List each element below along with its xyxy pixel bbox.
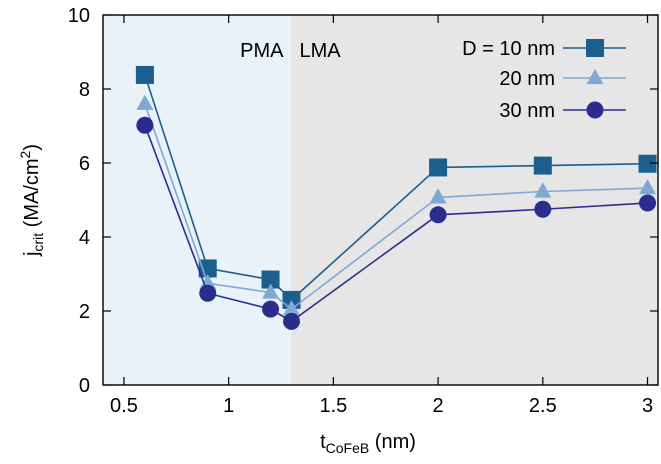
legend-entry: 20 nm — [499, 68, 626, 90]
y-tick-label: 0 — [79, 375, 90, 397]
legend-marker — [586, 68, 604, 85]
data-point — [199, 284, 217, 302]
region-labels: PMA LMA — [240, 40, 341, 62]
data-point — [199, 274, 217, 290]
region-label-pma: PMA — [240, 40, 284, 62]
data-point — [638, 154, 657, 173]
region-lma — [291, 15, 658, 385]
x-axis-label: tCoFeB (nm) — [320, 431, 416, 456]
data-point — [198, 259, 217, 278]
region-label-lma: LMA — [299, 40, 341, 62]
series-3 — [136, 116, 657, 330]
legend-entry: D = 10 nm — [462, 38, 626, 60]
data-point — [135, 65, 154, 84]
data-point — [429, 158, 448, 177]
data-point — [282, 299, 300, 316]
data-point — [639, 194, 657, 212]
data-point — [136, 116, 154, 134]
data-series — [135, 65, 657, 330]
data-point — [534, 182, 552, 198]
data-point — [282, 290, 301, 309]
y-tick-label: 8 — [79, 79, 90, 101]
legend-marker — [586, 101, 604, 119]
series-1 — [135, 65, 657, 309]
x-tick-label: 2 — [433, 395, 444, 417]
data-point — [282, 312, 300, 330]
data-point — [262, 283, 280, 299]
axes: 0.5 1 1.5 2 2.5 3 0 2 4 6 8 10 — [68, 5, 659, 417]
legend: D = 10 nm 20 nm 30 nm — [462, 38, 626, 122]
x-tick-label: 0.5 — [110, 395, 138, 417]
legend-label: 30 nm — [499, 100, 555, 122]
y-tick-label: 2 — [79, 301, 90, 323]
data-point — [429, 188, 447, 204]
series-2 — [136, 94, 657, 316]
y-tick-label: 4 — [79, 227, 90, 249]
x-tick-label: 3 — [642, 395, 653, 417]
x-tick-label: 1.5 — [319, 395, 347, 417]
data-point — [534, 200, 552, 218]
data-point — [429, 206, 447, 224]
x-tick-label: 1 — [223, 395, 234, 417]
data-point — [261, 270, 280, 289]
data-point — [533, 156, 552, 175]
y-axis-label: jcrit (MA/cm2) — [17, 144, 46, 257]
data-point — [262, 300, 280, 318]
x-tick-label: 2.5 — [529, 395, 557, 417]
data-point — [136, 94, 154, 110]
legend-label: 20 nm — [499, 68, 555, 90]
legend-label: D = 10 nm — [462, 38, 555, 60]
legend-entry: 30 nm — [499, 100, 626, 122]
plot-frame — [102, 14, 659, 386]
y-tick-label: 6 — [79, 153, 90, 175]
data-point — [639, 178, 657, 195]
legend-marker — [586, 39, 604, 57]
y-tick-label: 10 — [68, 5, 90, 27]
region-pma — [103, 15, 292, 385]
